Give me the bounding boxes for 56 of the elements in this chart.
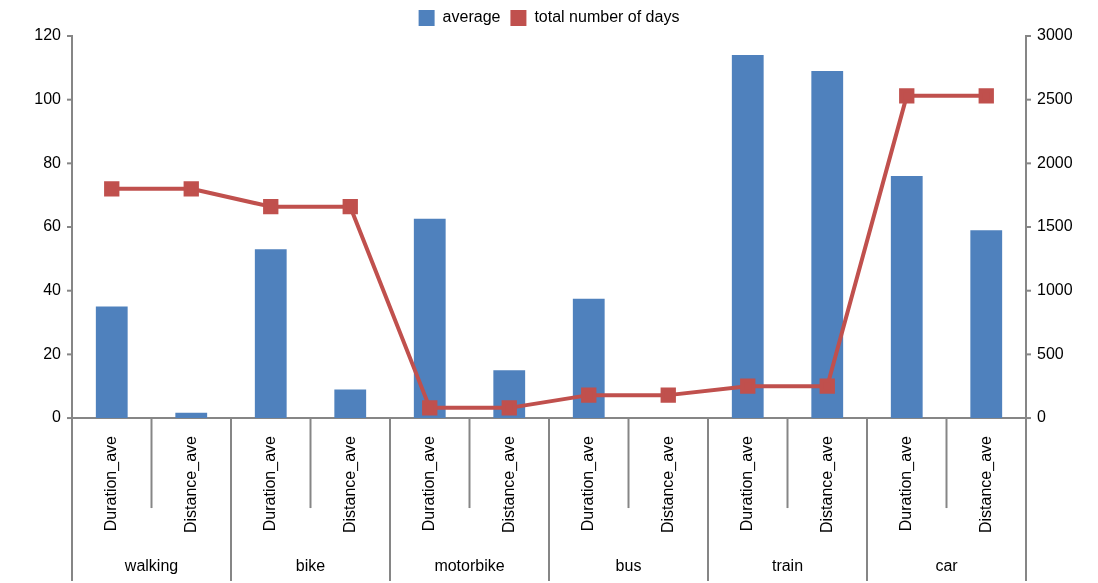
x-tick-label: Distance_ave [340, 435, 359, 534]
bar [890, 176, 923, 419]
y-tick-label: 100 [34, 90, 62, 108]
bar [413, 218, 446, 419]
point [819, 378, 835, 394]
bar [254, 249, 287, 419]
point [342, 198, 358, 215]
y2-tick-label: 1500 [1037, 217, 1073, 235]
point [501, 400, 517, 416]
legend-label: total number of days [534, 8, 680, 26]
point [263, 198, 279, 215]
y2-tick-label: 2500 [1037, 90, 1073, 108]
legend-label: average [442, 8, 501, 26]
point [581, 387, 597, 403]
x-tick-label: Duration_ave [897, 435, 916, 532]
point [422, 400, 438, 416]
point [899, 88, 915, 104]
x-tick-label: Distance_ave [976, 435, 995, 534]
y-tick-label: 20 [43, 344, 62, 362]
text: bike [295, 557, 326, 575]
x-tick-label: Duration_ave [102, 435, 121, 532]
bar [970, 230, 1003, 419]
x-tick-label: Duration_ave [420, 435, 439, 532]
point [104, 181, 120, 197]
x-tick-label: Distance_ave [181, 435, 200, 534]
text: bus [615, 557, 642, 575]
x-tick-label: Duration_ave [579, 435, 598, 532]
x-tick-label: Duration_ave [261, 435, 280, 532]
bar [175, 412, 208, 419]
bar [572, 298, 605, 419]
y-tick-label: 40 [43, 281, 62, 299]
text: train [771, 557, 804, 575]
bar [95, 306, 128, 419]
point [183, 181, 199, 197]
point [978, 88, 994, 104]
x-tick-label: Distance_ave [499, 435, 518, 534]
y2-tick-label: 1000 [1037, 281, 1073, 299]
bar [811, 71, 844, 419]
bar [334, 389, 367, 419]
x-tick-label: Distance_ave [817, 435, 836, 534]
point [660, 387, 676, 403]
y2-tick-label: 0 [1037, 408, 1046, 426]
x-tick-label: Duration_ave [738, 435, 757, 532]
y-tick-label: 60 [43, 217, 62, 235]
text: motorbike [434, 557, 505, 575]
y2-tick-label: 3000 [1037, 26, 1073, 44]
y-tick-label: 80 [43, 153, 62, 171]
y-tick-label: 0 [52, 408, 62, 426]
text: walking [123, 557, 179, 575]
y2-tick-label: 2000 [1037, 153, 1073, 171]
y2-tick-label: 500 [1037, 344, 1064, 362]
text: car [935, 557, 959, 575]
bar [731, 55, 764, 419]
x-tick-label: Distance_ave [658, 435, 677, 534]
y-tick-label: 120 [34, 26, 62, 44]
point [740, 378, 756, 394]
